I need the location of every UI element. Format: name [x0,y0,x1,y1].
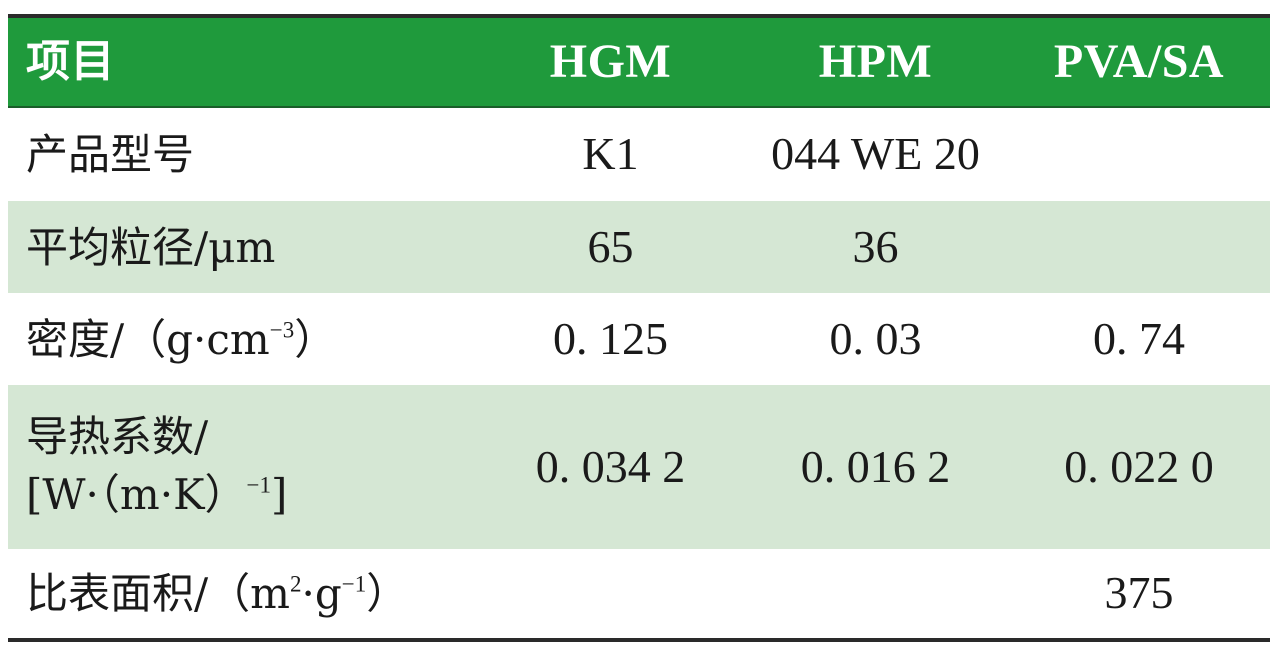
row-label: 产品型号 [26,130,195,180]
table-row-particle-size: 平均粒径/μm 65 36 [8,201,1270,293]
header-hgm: HGM [549,35,672,89]
cell-hgm: 65 [587,220,634,272]
row-label: 密度/（g·cm−3） [26,314,337,364]
table-row-thermal-conductivity: 导热系数/ [W·（m·K）−1] 0. 034 2 0. 016 2 0. 0… [8,385,1270,549]
cell-hpm: 36 [852,220,899,272]
properties-table: 项目 HGM HPM PVA/SA 产品型号 K1 044 WE 20 平均粒径… [8,14,1270,642]
table-header-row: 项目 HGM HPM PVA/SA [8,18,1270,108]
cell-hgm: 0. 125 [553,312,668,364]
cell-hpm: 044 WE 20 [771,128,980,180]
cell-pva-sa: 0. 022 0 [1064,440,1214,492]
cell-pva-sa: 375 [1104,567,1174,619]
header-hpm: HPM [818,35,933,89]
cell-hgm: K1 [582,128,639,180]
row-label: 导热系数/ [W·（m·K）−1] [26,411,288,520]
row-label: 平均粒径/μm [26,222,276,272]
table-row-specific-surface-area: 比表面积/（m2·g−1） 375 [8,549,1270,638]
table-bottom-rule [8,638,1270,642]
table-top-rule [8,14,1270,18]
cell-hpm: 0. 03 [829,312,922,364]
row-label: 比表面积/（m2·g−1） [26,569,409,619]
cell-pva-sa: 0. 74 [1093,312,1185,364]
header-pva-sa: PVA/SA [1053,35,1225,89]
table-row-density: 密度/（g·cm−3） 0. 125 0. 03 0. 74 [8,293,1270,385]
cell-hgm: 0. 034 2 [535,440,686,492]
cell-hpm: 0. 016 2 [800,440,951,492]
table-row-product-model: 产品型号 K1 044 WE 20 [8,108,1270,201]
header-item: 项目 [26,35,115,87]
